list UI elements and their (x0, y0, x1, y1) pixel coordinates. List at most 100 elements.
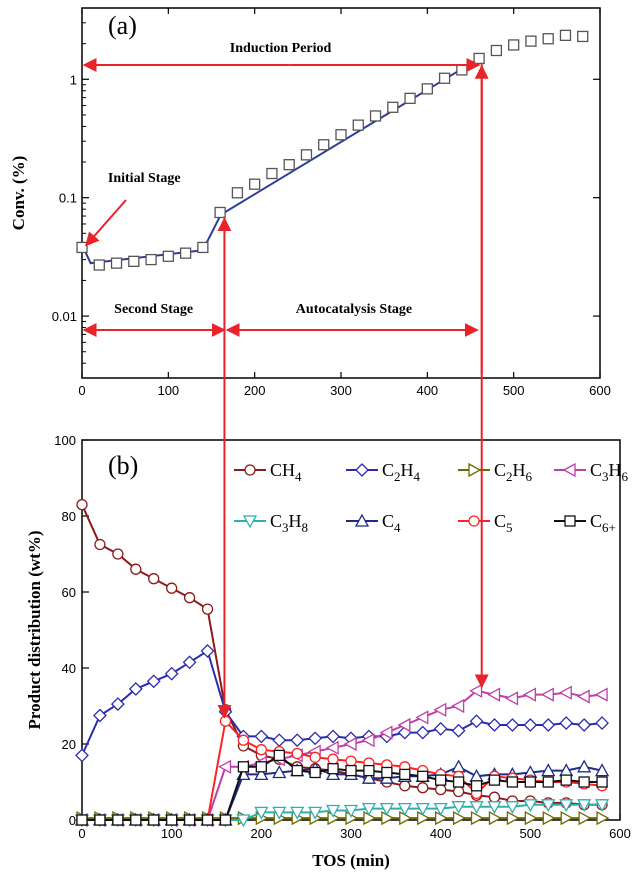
series-point (452, 776, 465, 788)
series-point (182, 655, 197, 670)
panel-a-data-point (525, 35, 537, 47)
series-point (112, 548, 124, 560)
panel-a-x-tick-label: 400 (416, 383, 438, 398)
series-point (594, 687, 608, 702)
series-point (166, 582, 178, 594)
panel-a: (a) Conv. (%) 0 100 200 300 400 500 600 0.01 0.1… (9, 7, 611, 398)
panel-b-y-tick-label: 100 (54, 433, 76, 448)
series-point (433, 702, 447, 717)
series-point (559, 716, 574, 731)
legend-label: CH4 (270, 460, 302, 484)
panel-a-data-point (352, 119, 364, 131)
panel-a-data-point (335, 129, 347, 141)
series-point (452, 811, 466, 826)
series-point (345, 764, 357, 777)
panel-b-series (74, 498, 610, 828)
legend-label: C3H6 (590, 460, 629, 484)
series-point (594, 763, 610, 777)
panel-a-annotations: Induction Period Initial Stage Second St… (108, 41, 412, 317)
series-point (291, 747, 303, 760)
series-point (524, 776, 536, 788)
panel-b-y-tick-label: 0 (69, 813, 76, 828)
series-point (487, 718, 502, 732)
panel-a-data-points (76, 29, 589, 271)
series-point (361, 733, 375, 748)
initial-stage-label: Initial Stage (108, 171, 181, 186)
series-point (577, 799, 592, 813)
series-point (415, 802, 430, 816)
panel-b-x-tick-label: 400 (430, 826, 452, 841)
series-point (326, 729, 340, 744)
panel-b-x-tick-label: 200 (250, 826, 272, 841)
series-point (470, 780, 483, 792)
panel-b-legend: CH4 C2H4 C2H6 C3H6 C3H8 C4 C5 C6+ (234, 460, 629, 535)
panel-a-data-point (231, 187, 244, 199)
series-point (146, 674, 161, 689)
panel-a-x-tick-label: 600 (589, 383, 611, 398)
panel-a-frame (81, 7, 601, 379)
series-point (417, 770, 429, 782)
series-point (200, 643, 215, 658)
series-point (237, 761, 250, 773)
series-point (309, 766, 321, 779)
series-point (506, 776, 519, 788)
series-point (219, 715, 232, 727)
legend-marker (354, 513, 370, 527)
series-point (399, 768, 411, 781)
legend-label: C4 (382, 511, 401, 535)
series-point (110, 697, 125, 712)
series-point (76, 814, 88, 826)
panel-a-data-point (162, 250, 174, 262)
panel-b: (b) Product distribution (wt%) TOS (min)… (25, 433, 631, 870)
cross-panel-guide-arrows (217, 64, 489, 719)
series-point (433, 721, 448, 736)
panel-a-data-point (577, 30, 589, 43)
series-point (345, 755, 357, 767)
panel-a-x-tick-label: 200 (244, 383, 266, 398)
series-point (148, 814, 160, 826)
series-point (470, 811, 484, 826)
panel-b-x-tick-label: 300 (340, 826, 362, 841)
series-point (166, 814, 178, 826)
series-point (361, 802, 377, 816)
series-point (578, 776, 590, 788)
initial-stage-arrow (85, 199, 127, 247)
series-point (435, 774, 447, 786)
legend-marker (468, 462, 482, 478)
panel-b-x-axis-label: TOS (min) (312, 851, 390, 870)
series-point (94, 814, 106, 826)
legend-item: C5 (458, 511, 513, 535)
series-point (487, 687, 501, 702)
series-point (272, 806, 287, 820)
panel-a-data-point (197, 241, 209, 254)
series-point (361, 770, 377, 784)
series-point (272, 733, 287, 748)
panel-a-data-point (214, 206, 226, 219)
series-point (237, 734, 250, 746)
panel-a-data-point (473, 52, 485, 65)
series-point (399, 780, 411, 792)
panel-a-ticks: 0 100 200 300 400 500 600 0.01 0.1 1 (52, 7, 611, 398)
series-point (506, 811, 520, 826)
series-point (469, 714, 484, 729)
series-point (451, 759, 466, 773)
series-point (183, 814, 196, 826)
series-point (290, 733, 305, 748)
series-point (327, 753, 339, 765)
panel-b-y-tick-label: 20 (62, 737, 76, 752)
panel-b-tag: (b) (108, 451, 138, 480)
panel-a-y-tick-label: 1 (70, 72, 77, 87)
series-point (94, 538, 106, 551)
series-point (435, 783, 447, 796)
panel-a-data-point (76, 241, 88, 254)
series-point (451, 723, 466, 738)
series-point (577, 759, 592, 773)
panel-a-tag: (a) (108, 11, 137, 40)
series-point (417, 811, 431, 826)
panel-a-data-point (110, 257, 123, 269)
series-point (218, 759, 232, 774)
series-point (595, 716, 609, 731)
legend-label: C3H8 (270, 511, 308, 535)
series-point (397, 802, 412, 816)
series-point (559, 799, 574, 813)
